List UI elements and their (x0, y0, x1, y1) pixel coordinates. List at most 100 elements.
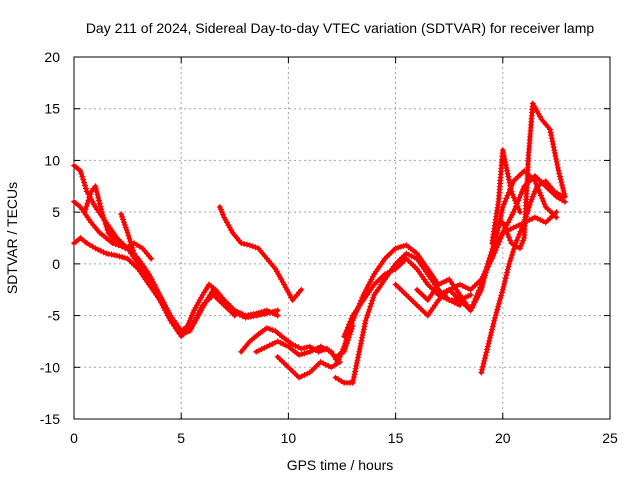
data-point (516, 231, 523, 238)
data-point (301, 372, 308, 379)
x-tick-label: 15 (388, 430, 404, 446)
data-point (510, 194, 517, 201)
data-point (518, 242, 525, 249)
series-track-6 (216, 203, 305, 304)
data-point (486, 254, 493, 261)
data-point (272, 308, 278, 315)
data-point (354, 357, 361, 364)
data-point (296, 351, 303, 358)
data-point (395, 244, 402, 251)
data-point (245, 314, 252, 321)
data-point (381, 271, 388, 278)
data-point (493, 309, 500, 316)
data-point (503, 164, 510, 171)
data-point (478, 286, 485, 293)
data-point (325, 362, 332, 369)
data-point (499, 206, 506, 213)
data-point (500, 150, 507, 157)
data-point (477, 289, 484, 296)
data-point (480, 278, 487, 285)
y-tick-label: 5 (52, 204, 60, 220)
data-point (246, 242, 253, 249)
data-point (136, 260, 143, 267)
data-point (359, 334, 366, 341)
data-point (97, 203, 104, 210)
data-point (359, 331, 366, 338)
x-tick-label: 10 (281, 430, 297, 446)
data-point (364, 311, 371, 318)
data-point (322, 361, 329, 368)
data-point (486, 334, 493, 341)
data-point (464, 285, 471, 292)
data-point (539, 195, 546, 202)
data-point (100, 215, 107, 222)
data-point (344, 324, 351, 331)
data-point (347, 318, 354, 325)
data-point (531, 214, 538, 221)
data-point (128, 241, 135, 248)
data-point (553, 214, 560, 221)
data-point (389, 267, 396, 274)
data-point (491, 317, 498, 324)
data-point (517, 191, 524, 198)
y-axis-label: SDTVAR / TECUs (4, 182, 20, 294)
data-point (195, 299, 202, 306)
data-point (478, 369, 485, 376)
data-point (500, 283, 507, 290)
data-point (530, 191, 537, 198)
data-point (512, 197, 519, 204)
data-point (258, 346, 265, 353)
data-point (317, 343, 324, 350)
data-point (118, 211, 125, 218)
data-point (556, 173, 563, 180)
data-point (298, 351, 305, 358)
data-point (142, 271, 149, 278)
data-point (348, 315, 355, 322)
data-point (343, 337, 350, 344)
data-point (336, 359, 343, 366)
data-point (506, 179, 513, 186)
data-point (274, 307, 281, 314)
data-point (498, 292, 505, 299)
data-point (368, 300, 375, 307)
data-point (505, 176, 512, 183)
data-point (480, 360, 487, 367)
data-point (283, 286, 290, 293)
data-point (339, 348, 345, 355)
data-point (502, 198, 509, 205)
y-tick-label: 20 (44, 49, 60, 65)
data-point (504, 170, 511, 177)
data-point (195, 309, 202, 316)
data-point (298, 345, 305, 352)
data-point (350, 374, 357, 381)
data-point (100, 249, 107, 256)
data-point (481, 355, 488, 362)
data-point (495, 303, 502, 310)
data-point (192, 304, 199, 311)
data-point (119, 254, 126, 261)
data-point (178, 328, 185, 335)
data-point (561, 198, 568, 205)
data-point (196, 297, 203, 304)
data-point (443, 288, 450, 295)
data-point (111, 252, 118, 259)
data-point (553, 158, 560, 165)
data-point (541, 201, 548, 208)
data-point (501, 155, 508, 162)
data-point (551, 150, 558, 157)
data-point (122, 224, 129, 231)
data-point (275, 271, 282, 278)
data-point (406, 251, 412, 258)
data-point (236, 311, 243, 318)
data-point (552, 152, 559, 159)
data-point (548, 132, 555, 139)
data-point (554, 164, 561, 171)
data-point (343, 327, 350, 334)
data-point (440, 289, 447, 296)
series-track-15 (478, 178, 566, 376)
data-point (220, 211, 227, 218)
data-point (85, 197, 92, 204)
chart-title: Day 211 of 2024, Sidereal Day-to-day VTE… (86, 20, 595, 36)
data-point (551, 147, 558, 154)
